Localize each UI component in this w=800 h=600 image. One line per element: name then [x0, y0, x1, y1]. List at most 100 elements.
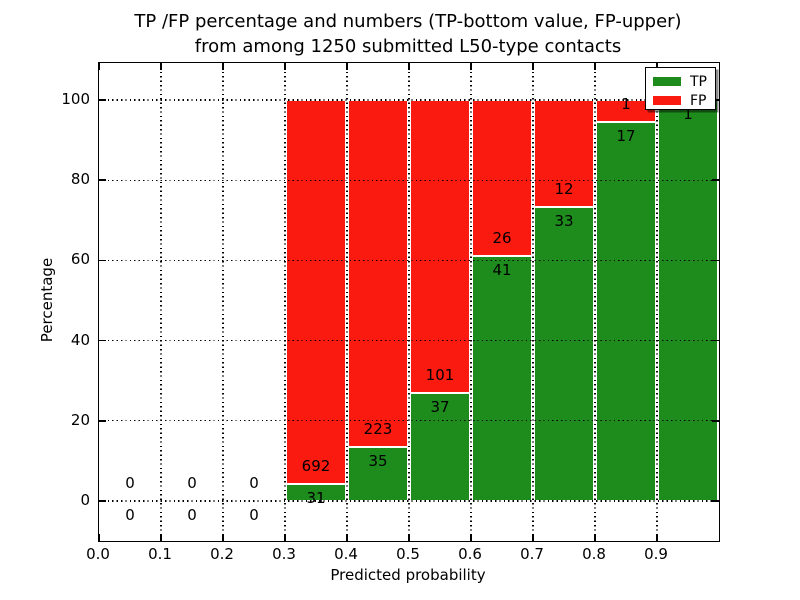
- fp-count-label: 1: [621, 95, 631, 114]
- tp-count-label: 33: [554, 211, 574, 230]
- y-tick-label: 60: [70, 250, 90, 269]
- y-tick-mark: [712, 420, 719, 422]
- x-tick-mark: [99, 63, 100, 70]
- x-tick-label: 0.6: [458, 545, 482, 563]
- y-tick-mark: [712, 259, 719, 262]
- gridline-v: [160, 63, 162, 541]
- x-tick-mark: [160, 63, 162, 70]
- gridline-v: [470, 63, 472, 541]
- x-tick-mark: [656, 534, 658, 541]
- y-tick-mark: [99, 259, 106, 262]
- x-tick-label: 0.1: [148, 545, 172, 563]
- gridline-v: [408, 63, 410, 541]
- bar-segment-fp: [348, 100, 408, 447]
- y-tick-mark: [99, 420, 106, 422]
- fp-count-label: 0: [249, 474, 259, 492]
- x-tick-mark: [594, 534, 596, 541]
- x-tick-label: 0.2: [210, 545, 234, 563]
- legend-entry-tp: TP: [653, 72, 715, 91]
- x-tick-mark: [656, 63, 658, 70]
- legend-entry-fp: FP: [653, 91, 715, 110]
- bar-segment-tp: [472, 255, 532, 501]
- chart-title: TP /FP percentage and numbers (TP-bottom…: [98, 9, 718, 59]
- y-tick-mark: [99, 179, 106, 181]
- x-tick-mark: [532, 63, 534, 70]
- gridline-v: [532, 63, 534, 541]
- y-tick-label: 100: [61, 90, 90, 108]
- x-tick-mark: [346, 534, 348, 541]
- bar-segment-fp: [534, 100, 594, 207]
- bar-segment-fp: [472, 100, 532, 256]
- gridline-h: [99, 339, 719, 342]
- x-axis-label: Predicted probability: [330, 566, 486, 584]
- legend-swatch-tp: [653, 77, 681, 86]
- y-tick-mark: [99, 500, 106, 502]
- fp-count-label: 0: [187, 474, 197, 492]
- tp-count-label: 0: [249, 506, 259, 524]
- legend-box: TP FP: [645, 67, 716, 110]
- gridline-v: [594, 63, 596, 541]
- bar-segment-tp: [534, 206, 594, 501]
- y-tick-label: 40: [70, 330, 90, 349]
- fp-count-label: 101: [425, 366, 455, 385]
- x-tick-mark: [222, 534, 224, 541]
- gridline-v: [284, 63, 286, 541]
- y-tick-mark: [99, 339, 106, 342]
- y-tick-mark: [712, 339, 719, 342]
- x-tick-mark: [99, 534, 100, 541]
- x-tick-mark: [408, 534, 410, 541]
- x-tick-mark: [284, 534, 286, 541]
- gridline-h: [99, 259, 719, 262]
- tp-count-label: 1: [683, 105, 693, 123]
- fp-count-label: 26: [492, 228, 512, 247]
- y-tick-label: 80: [70, 170, 90, 189]
- y-tick-mark: [712, 179, 719, 181]
- x-tick-mark: [222, 63, 224, 70]
- tp-count-label: 37: [430, 398, 450, 417]
- bar-segment-fp: [286, 100, 346, 484]
- x-tick-label: 0.9: [644, 545, 668, 563]
- gridline-v: [222, 63, 224, 541]
- x-tick-mark: [408, 63, 410, 70]
- legend-label-fp: FP: [690, 92, 707, 109]
- gridline-h: [99, 420, 719, 422]
- tp-count-label: 41: [492, 260, 512, 279]
- bar-segment-tp: [348, 446, 408, 501]
- fp-count-label: 0: [125, 474, 135, 492]
- tp-count-label: 0: [125, 506, 135, 524]
- fp-count-label: 223: [363, 419, 393, 438]
- x-tick-label: 0.3: [272, 545, 296, 563]
- gridline-h: [99, 99, 719, 101]
- fp-count-label: 692: [301, 456, 331, 475]
- legend-label-tp: TP: [690, 73, 707, 90]
- x-tick-label: 0.5: [396, 545, 420, 563]
- x-tick-label: 0.0: [86, 545, 110, 563]
- x-tick-mark: [470, 63, 472, 70]
- x-tick-mark: [594, 63, 596, 70]
- chart-title-line1: TP /FP percentage and numbers (TP-bottom…: [134, 11, 682, 32]
- x-tick-mark: [160, 534, 162, 541]
- x-tick-mark: [284, 63, 286, 70]
- tp-count-label: 17: [616, 127, 636, 146]
- y-tick-mark: [99, 99, 106, 101]
- fp-count-label: 12: [554, 179, 574, 198]
- gridline-v: [346, 63, 348, 541]
- x-tick-label: 0.4: [334, 545, 358, 563]
- y-tick-mark: [712, 500, 719, 502]
- bar-segment-tp: [596, 122, 656, 501]
- x-tick-mark: [532, 534, 534, 541]
- y-axis-label: Percentage: [38, 257, 56, 343]
- x-tick-label: 0.7: [520, 545, 544, 563]
- x-tick-label: 0.8: [582, 545, 606, 563]
- bar-segment-fp: [410, 100, 470, 394]
- bar-segment-tp: [658, 100, 718, 501]
- x-tick-mark: [470, 534, 472, 541]
- y-tick-label: 20: [70, 410, 90, 429]
- tp-count-label: 0: [187, 506, 197, 524]
- y-tick-label: 0: [80, 491, 90, 509]
- x-tick-mark: [346, 63, 348, 70]
- gridline-h: [99, 500, 719, 502]
- legend-swatch-fp: [653, 96, 681, 105]
